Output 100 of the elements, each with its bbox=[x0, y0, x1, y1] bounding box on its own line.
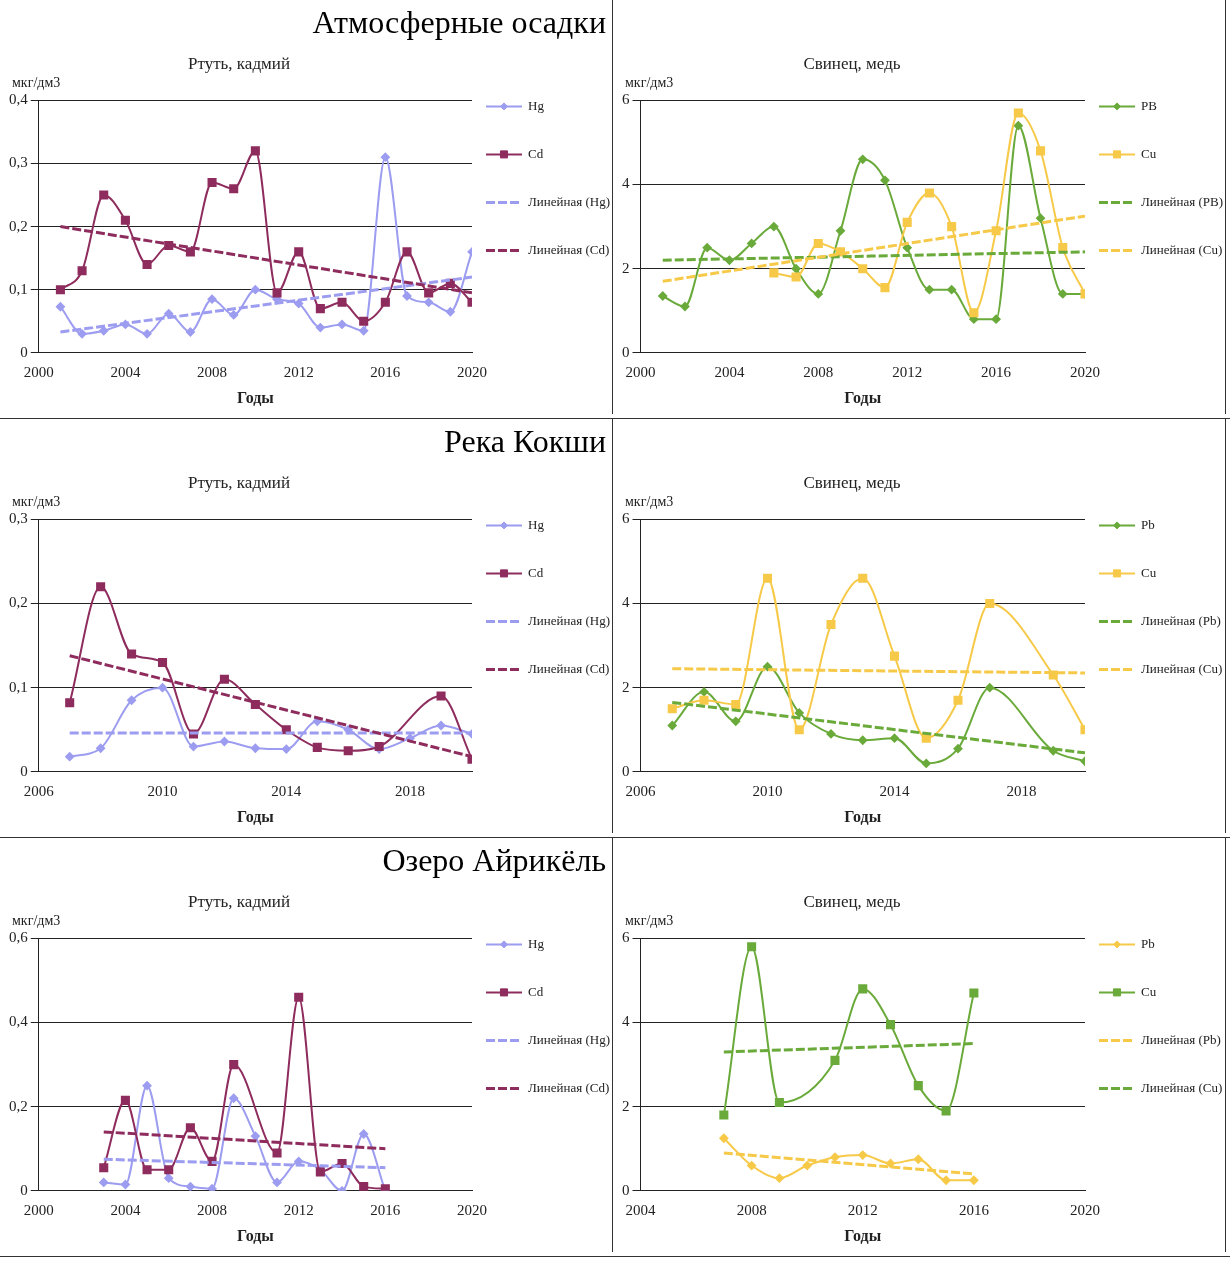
x-axis-title: Годы bbox=[844, 1226, 882, 1244]
y-tick-label: 0,2 bbox=[9, 1097, 28, 1114]
point bbox=[794, 708, 804, 718]
y-tick-label: 6 bbox=[622, 91, 630, 108]
point bbox=[886, 1020, 896, 1030]
point bbox=[921, 733, 931, 743]
point bbox=[65, 752, 75, 762]
point bbox=[902, 217, 912, 227]
point bbox=[142, 1165, 152, 1175]
point bbox=[747, 942, 757, 952]
legend-label: Линейная (Pb) bbox=[1141, 612, 1221, 628]
point bbox=[889, 651, 900, 661]
point bbox=[343, 746, 353, 756]
point bbox=[802, 1161, 812, 1171]
chart-subtitle: Ртуть, кадмий bbox=[188, 891, 290, 911]
point bbox=[127, 649, 137, 659]
legend-label: Cu bbox=[1141, 145, 1157, 161]
point bbox=[902, 243, 912, 253]
y-tick-label: 0,2 bbox=[9, 594, 28, 611]
chart-title: Атмосферные осадки bbox=[311, 3, 607, 42]
x-tick-label: 2006 bbox=[23, 782, 55, 799]
x-tick-label: 2004 bbox=[110, 363, 141, 380]
point bbox=[858, 573, 868, 583]
point bbox=[1058, 243, 1068, 253]
point bbox=[702, 243, 712, 253]
point bbox=[229, 1060, 239, 1070]
point bbox=[55, 285, 65, 295]
point bbox=[315, 323, 325, 333]
chart-subtitle: Свинец, медь bbox=[803, 53, 901, 73]
x-tick-label: 2020 bbox=[1070, 363, 1100, 380]
legend-label: Линейная (Hg) bbox=[528, 1031, 610, 1047]
point bbox=[229, 310, 239, 320]
point bbox=[127, 695, 137, 705]
point bbox=[359, 1182, 369, 1191]
legend-label: Hg bbox=[528, 935, 545, 951]
point bbox=[858, 984, 868, 994]
x-axis-title: Годы bbox=[236, 1226, 275, 1244]
point bbox=[337, 297, 347, 307]
point bbox=[219, 737, 229, 747]
point bbox=[880, 283, 890, 293]
point bbox=[207, 177, 217, 187]
point bbox=[747, 1161, 757, 1171]
point bbox=[250, 146, 260, 156]
point bbox=[858, 1150, 868, 1160]
legend-label: PB bbox=[1141, 97, 1158, 113]
chart-subtitle: Ртуть, кадмий bbox=[188, 53, 290, 73]
x-tick-label: 2020 bbox=[1070, 1201, 1100, 1218]
y-axis-title: мкг/дм3 bbox=[625, 913, 674, 929]
point bbox=[445, 307, 455, 317]
point bbox=[207, 294, 217, 304]
x-tick-label: 2016 bbox=[958, 1201, 990, 1218]
y-tick-label: 0 bbox=[622, 343, 630, 360]
y-axis-title: мкг/дм3 bbox=[625, 494, 674, 510]
point bbox=[947, 285, 957, 295]
point bbox=[836, 226, 846, 236]
point bbox=[250, 743, 260, 753]
legend-label: Линейная (Cu) bbox=[1141, 241, 1223, 257]
point bbox=[99, 1163, 109, 1173]
point bbox=[913, 1081, 923, 1091]
point bbox=[312, 742, 322, 752]
x-axis-title: Годы bbox=[844, 388, 882, 406]
point bbox=[164, 1165, 174, 1175]
y-tick-label: 0,6 bbox=[9, 929, 29, 946]
legend-label: Линейная (PB) bbox=[1141, 193, 1223, 209]
point bbox=[858, 264, 868, 274]
x-tick-label: 2004 bbox=[625, 1201, 656, 1218]
point bbox=[1013, 108, 1023, 118]
point bbox=[142, 259, 152, 269]
point bbox=[142, 329, 152, 339]
x-tick-label: 2020 bbox=[457, 1201, 487, 1218]
point bbox=[294, 299, 304, 309]
point bbox=[65, 698, 75, 708]
point bbox=[120, 1095, 130, 1105]
y-tick-label: 0,2 bbox=[9, 217, 28, 234]
y-tick-label: 2 bbox=[622, 1097, 630, 1114]
y-axis-title: мкг/дм3 bbox=[625, 75, 674, 91]
point bbox=[830, 1055, 840, 1065]
point bbox=[229, 184, 239, 194]
x-tick-label: 2016 bbox=[370, 1201, 401, 1218]
x-tick-label: 2010 bbox=[147, 782, 178, 799]
point bbox=[380, 297, 390, 307]
point bbox=[719, 1133, 729, 1143]
point bbox=[424, 297, 434, 307]
point bbox=[941, 1106, 951, 1116]
x-tick-label: 2004 bbox=[714, 363, 745, 380]
point bbox=[120, 1179, 130, 1189]
point bbox=[953, 744, 963, 754]
point bbox=[985, 599, 995, 609]
point bbox=[250, 1131, 260, 1141]
legend-label: Pb bbox=[1141, 516, 1155, 532]
point bbox=[731, 699, 741, 710]
x-tick-label: 2006 bbox=[625, 782, 656, 799]
x-tick-label: 2000 bbox=[625, 363, 656, 380]
point bbox=[774, 1173, 784, 1183]
point bbox=[667, 721, 677, 731]
point bbox=[747, 238, 757, 248]
x-tick-label: 2014 bbox=[879, 782, 910, 799]
y-tick-label: 0,4 bbox=[9, 91, 29, 108]
x-tick-label: 2016 bbox=[981, 363, 1012, 380]
point bbox=[913, 1154, 923, 1164]
